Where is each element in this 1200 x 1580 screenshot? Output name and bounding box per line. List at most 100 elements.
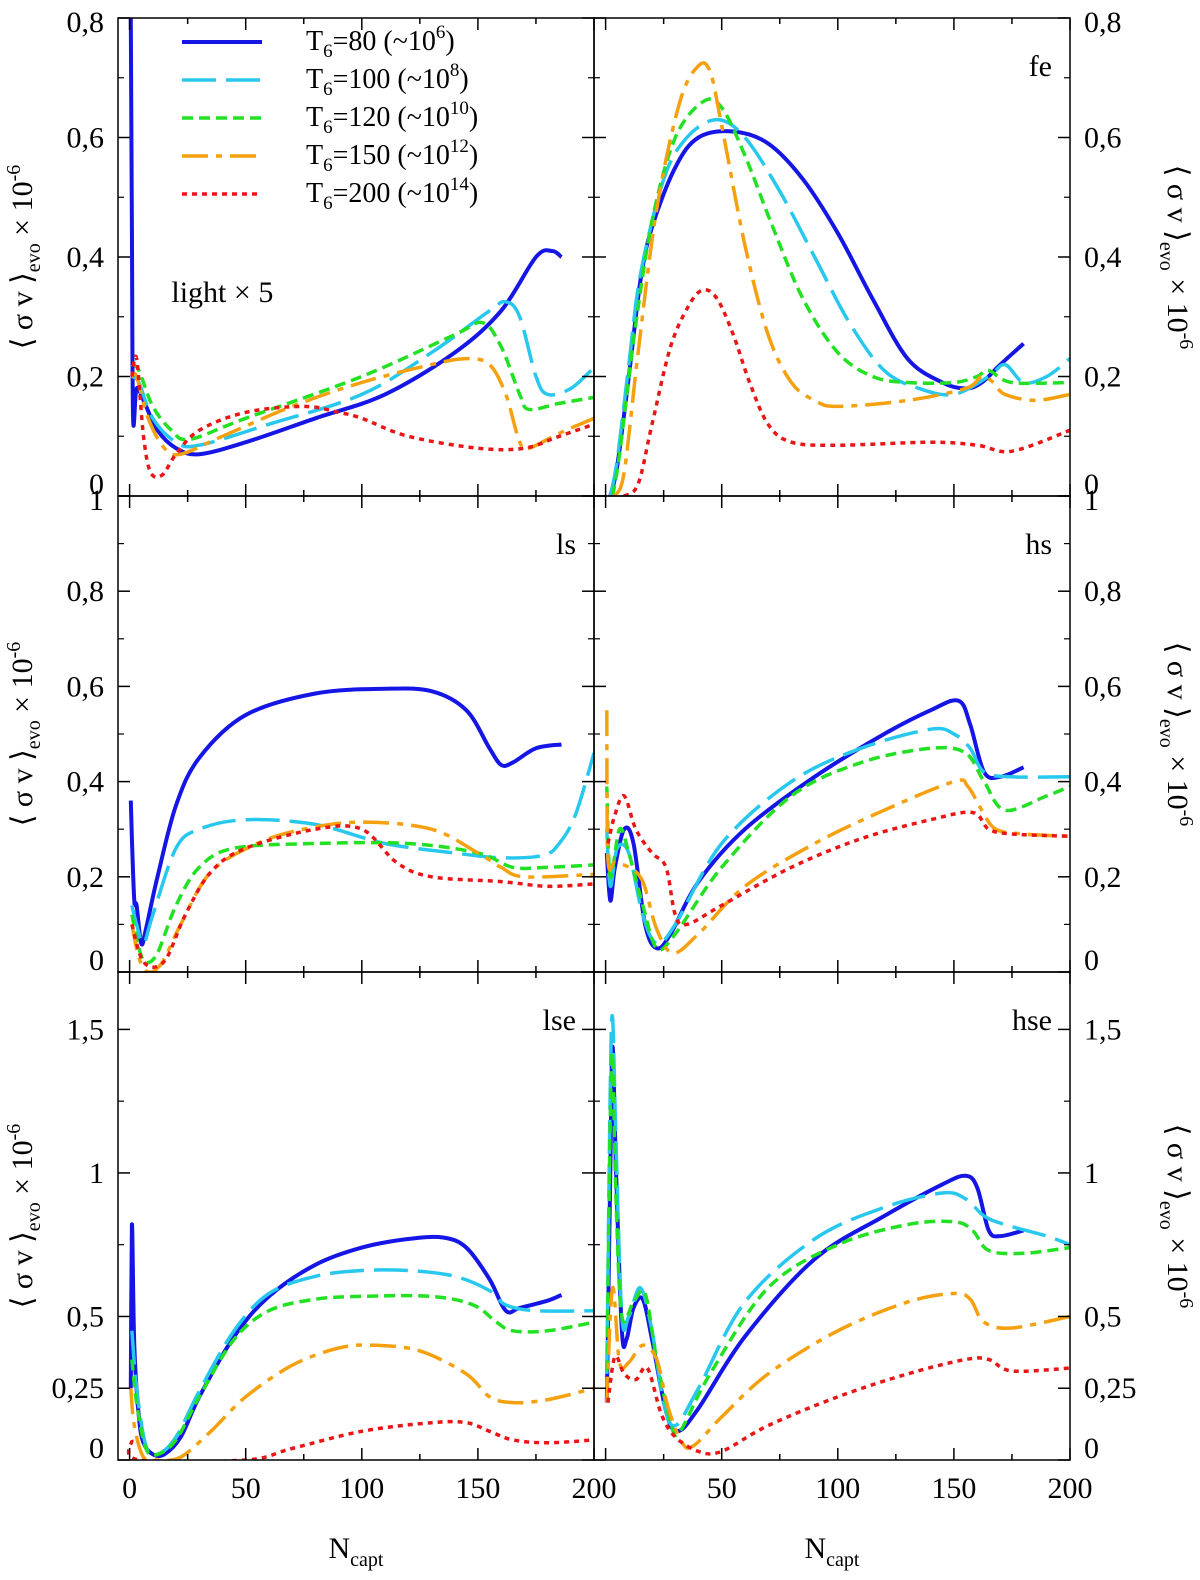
x-axis-title: Ncapt xyxy=(329,1532,384,1571)
ytick-label: 0,6 xyxy=(1084,122,1122,155)
series-line-ls-T80 xyxy=(128,686,562,947)
x-axis-title: Ncapt xyxy=(805,1532,860,1571)
y-axis-title: ⟨ σ v ⟩evo × 10-6 xyxy=(3,642,45,827)
ytick-label: 0,5 xyxy=(67,1300,105,1333)
xtick-label: 100 xyxy=(339,1472,384,1505)
series-line-hse-T200 xyxy=(606,1354,1070,1456)
panels-group: 0 0,2 0,4 0,6 0,8 light × 5 0 0,2 0,4 0,6 0,8 fe 0 0,… xyxy=(52,6,1137,1465)
ytick-label: 1 xyxy=(89,1157,104,1190)
panel-ls: 0 0,2 0,4 0,6 0,8 1 ls xyxy=(67,484,595,977)
series-line-ls-T120 xyxy=(130,840,594,965)
ytick-label: 0 xyxy=(89,944,104,977)
panel-fe: 0 0,2 0,4 0,6 0,8 fe xyxy=(593,6,1122,501)
ytick-label: 0,8 xyxy=(67,6,105,39)
panel-label-hse: hse xyxy=(1012,1004,1052,1037)
xtick-label: 50 xyxy=(707,1472,737,1505)
panel-hs-lines xyxy=(604,698,1070,955)
panel-fe-lines xyxy=(608,61,1070,496)
ytick-label: 0 xyxy=(1084,468,1099,501)
ytick-label: 0,4 xyxy=(1084,766,1122,799)
panel-label-ls: ls xyxy=(556,528,576,561)
panel-hs-frame xyxy=(593,495,1071,973)
series-line-fe-T200 xyxy=(623,287,1070,496)
series-line-hs-T150 xyxy=(605,710,1070,955)
series-line-fe-T120 xyxy=(610,97,1070,496)
ytick-label: 0,25 xyxy=(1084,1372,1137,1405)
ytick-label: 0,8 xyxy=(1084,575,1122,608)
xtick-label: 200 xyxy=(572,1472,617,1505)
ytick-label: 0,5 xyxy=(1084,1300,1122,1333)
series-line-lse-T80 xyxy=(128,1222,563,1459)
panel-label-light: light × 5 xyxy=(171,276,273,309)
legend-label-T80: T6=80 (~106) xyxy=(306,22,455,62)
ytick-label: 1 xyxy=(1084,1157,1099,1190)
y-axis-title: ⟨ σ v ⟩evo × 10-6 xyxy=(1155,1124,1197,1309)
legend-label-T200: T6=200 (~1014) xyxy=(306,174,478,214)
ytick-label: 0,2 xyxy=(67,361,105,394)
series-line-hs-T80 xyxy=(604,698,1025,951)
ytick-label: 0,6 xyxy=(1084,670,1122,703)
ytick-label: 1,5 xyxy=(67,1013,105,1046)
series-line-hse-T100 xyxy=(605,1013,1070,1428)
ytick-label: 0,2 xyxy=(1084,361,1122,394)
series-line-ls-T150 xyxy=(130,820,594,972)
y-axis-titles: ⟨ σ v ⟩evo × 10-6 ⟨ σ v ⟩evo × 10-6 ⟨ σ v … xyxy=(3,165,1197,1309)
ytick-label: 0 xyxy=(89,468,104,501)
panel-light-lines xyxy=(128,18,594,479)
series-line-lse-T200 xyxy=(126,1419,594,1460)
panel-label-hs: hs xyxy=(1025,528,1052,561)
ytick-label: 0,6 xyxy=(67,670,105,703)
x-axis-titles: 0 50 100 150 200 50 100 150 200 Ncapt Ncapt xyxy=(122,1472,1092,1571)
y-axis-title: ⟨ σ v ⟩evo × 10-6 xyxy=(3,1124,45,1309)
ytick-label: 1,5 xyxy=(1084,1013,1122,1046)
panel-ls-lines xyxy=(128,686,594,972)
panel-lse: 0 0,25 0,5 1 1,5 lse xyxy=(52,971,595,1465)
series-line-hse-T120 xyxy=(605,1051,1070,1438)
panel-hs: 0 0,2 0,4 0,6 0,8 1 hs xyxy=(593,484,1122,977)
series-line-light-T100 xyxy=(130,299,594,449)
series-line-fe-T80 xyxy=(608,129,1025,496)
series-line-light-T150 xyxy=(130,356,594,457)
ytick-label: 0 xyxy=(1084,944,1099,977)
series-line-hse-T150 xyxy=(605,1286,1070,1451)
panel-label-lse: lse xyxy=(543,1004,576,1037)
series-line-fe-T100 xyxy=(608,117,1070,496)
panel-hse-frame xyxy=(593,971,1071,1461)
ytick-label: 1 xyxy=(1084,484,1099,517)
series-line-ls-T100 xyxy=(130,752,594,946)
ytick-label: 0 xyxy=(89,1432,104,1465)
y-axis-title: ⟨ σ v ⟩evo × 10-6 xyxy=(3,165,45,350)
series-line-lse-T100 xyxy=(130,1268,594,1457)
ytick-label: 0,25 xyxy=(52,1372,105,1405)
xtick-label: 50 xyxy=(231,1472,261,1505)
ytick-label: 0,8 xyxy=(1084,6,1122,39)
panel-fe-frame xyxy=(593,17,1071,497)
panel-ls-frame xyxy=(117,495,595,973)
legend-label-T120: T6=120 (~1010) xyxy=(306,98,478,138)
xtick-label: 100 xyxy=(815,1472,860,1505)
ytick-label: 0,2 xyxy=(1084,861,1122,894)
ytick-label: 0 xyxy=(1084,1432,1099,1465)
legend-label-T150: T6=150 (~1012) xyxy=(306,136,478,176)
ytick-label: 0,4 xyxy=(1084,241,1122,274)
panel-light: 0 0,2 0,4 0,6 0,8 light × 5 xyxy=(67,6,595,501)
ytick-label: 0,8 xyxy=(67,575,105,608)
series-line-hs-T100 xyxy=(605,726,1070,946)
panel-hse-lines xyxy=(604,1013,1070,1456)
y-axis-title: ⟨ σ v ⟩evo × 10-6 xyxy=(1155,165,1197,350)
ytick-label: 1 xyxy=(89,484,104,517)
panel-hse: 0 0,25 0,5 1 1,5 hse xyxy=(593,971,1137,1465)
series-line-lse-T120 xyxy=(130,1293,594,1458)
legend-label-T100: T6=100 (~108) xyxy=(306,60,469,100)
ytick-label: 0,4 xyxy=(67,766,105,799)
panel-label-fe: fe xyxy=(1029,50,1052,83)
panel-lse-frame xyxy=(117,971,595,1461)
series-line-light-T200 xyxy=(130,354,594,479)
series-line-light-T120 xyxy=(130,320,594,442)
xtick-label: 0 xyxy=(122,1472,137,1505)
ytick-label: 0,6 xyxy=(67,122,105,155)
series-line-lse-T150 xyxy=(129,1343,594,1460)
series-line-hs-T200 xyxy=(606,793,1070,927)
ytick-label: 0,4 xyxy=(67,241,105,274)
